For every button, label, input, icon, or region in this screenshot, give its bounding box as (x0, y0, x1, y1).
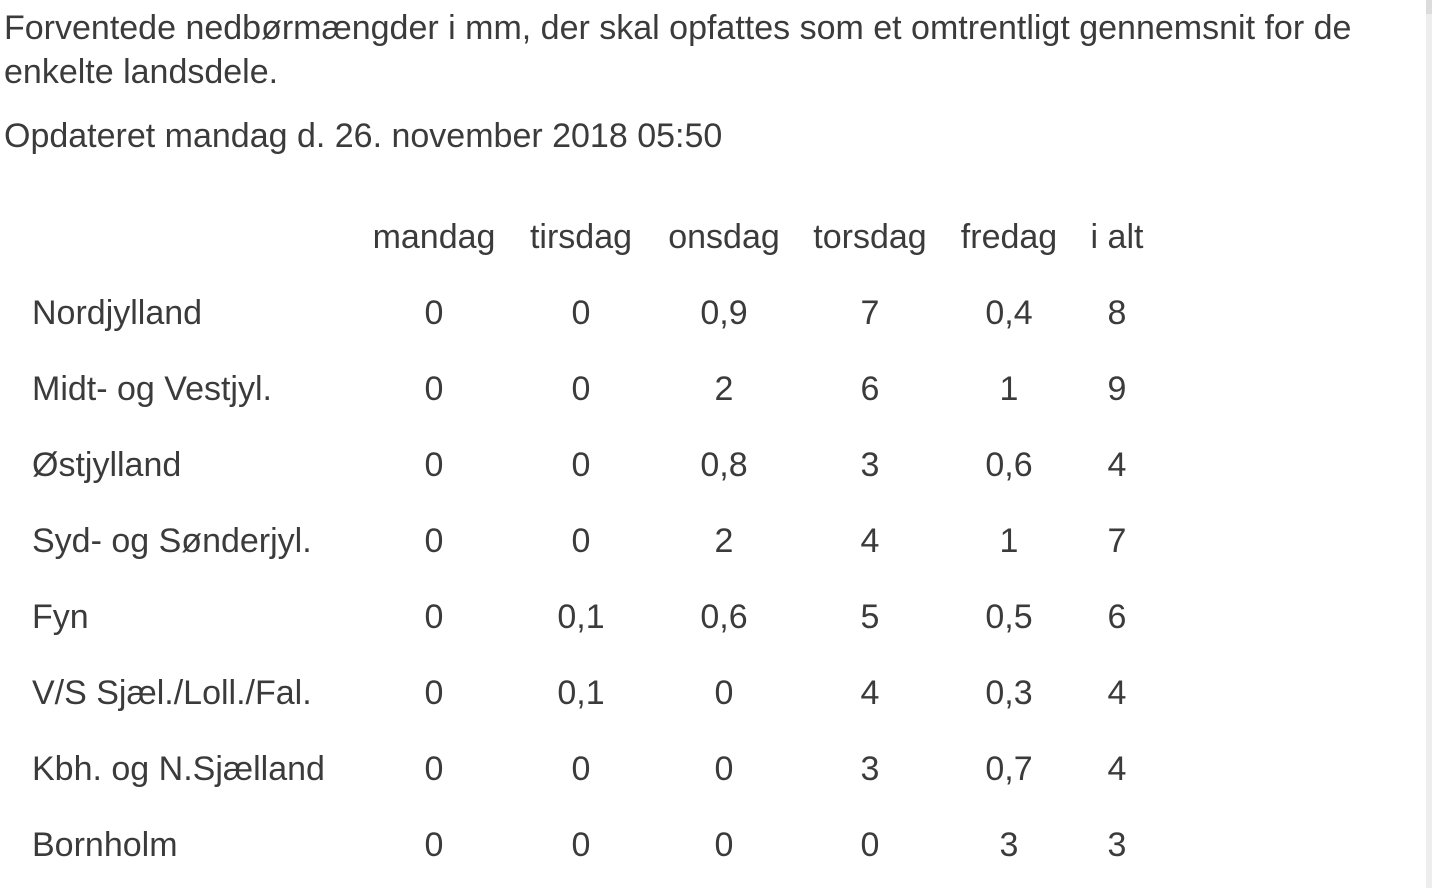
cell: 0 (714, 825, 734, 864)
cell: 0,4 (985, 293, 1033, 332)
cell: 3 (860, 445, 880, 484)
col-header-torsdag: torsdag (813, 217, 927, 256)
cell: 0,9 (700, 293, 748, 332)
cell: 6 (860, 369, 880, 408)
row-label: Syd- og Sønderjyl. (32, 521, 312, 560)
col-header-ialt: i alt (1090, 217, 1144, 256)
cell: 0 (424, 825, 444, 864)
cell: 1 (999, 521, 1019, 560)
cell: 3 (860, 749, 880, 788)
cell: 0 (424, 445, 444, 484)
cell: 5 (860, 597, 880, 636)
cell: 0 (424, 749, 444, 788)
col-header-mandag: mandag (372, 217, 496, 256)
cell: 0,6 (700, 597, 748, 636)
cell: 0 (571, 293, 591, 332)
cell: 0 (860, 825, 880, 864)
cell: 0 (571, 369, 591, 408)
cell: 0,3 (985, 673, 1033, 712)
col-header-onsdag: onsdag (668, 217, 780, 256)
cell: 7 (1107, 521, 1127, 560)
scrollbar-thumb[interactable] (1426, 0, 1432, 14)
cell: 0 (571, 445, 591, 484)
cell: 0,8 (700, 445, 748, 484)
cell: 4 (860, 673, 880, 712)
cell: 6 (1107, 597, 1127, 636)
table-row: Bornholm 0 0 0 0 3 3 (4, 807, 1166, 883)
row-label: Bornholm (32, 825, 178, 864)
cell: 2 (714, 521, 734, 560)
cell: 0 (714, 673, 734, 712)
scrollbar-track[interactable] (1426, 0, 1432, 888)
table-caption: Forventede nedbørmængder i mm, der skal … (4, 9, 1352, 91)
cell: 1 (999, 369, 1019, 408)
cell: 2 (714, 369, 734, 408)
table-row: V/S Sjæl./Loll./Fal. 0 0,1 0 4 0,3 4 (4, 655, 1166, 731)
row-label: Fyn (32, 597, 89, 636)
row-label: V/S Sjæl./Loll./Fal. (32, 673, 312, 712)
cell: 0 (424, 597, 444, 636)
table-row: Fyn 0 0,1 0,6 5 0,5 6 (4, 579, 1166, 655)
col-header-tirsdag: tirsdag (529, 217, 633, 256)
table-header-row: mandag tirsdag onsdag torsdag fredag i a… (4, 199, 1166, 275)
cell: 7 (860, 293, 880, 332)
row-label: Nordjylland (32, 293, 203, 332)
cell: 0 (571, 749, 591, 788)
table-row: Midt- og Vestjyl. 0 0 2 6 1 9 (4, 351, 1166, 427)
row-label: Midt- og Vestjyl. (32, 369, 272, 408)
cell: 0,1 (557, 673, 605, 712)
precipitation-table: mandag tirsdag onsdag torsdag fredag i a… (4, 199, 1166, 883)
corner-cell (4, 199, 364, 275)
col-header-fredag: fredag (960, 217, 1058, 256)
cell: 4 (1107, 673, 1127, 712)
cell: 4 (1107, 749, 1127, 788)
cell: 0 (424, 521, 444, 560)
cell: 0 (424, 673, 444, 712)
table-row: Syd- og Sønderjyl. 0 0 2 4 1 7 (4, 503, 1166, 579)
cell: 3 (999, 825, 1019, 864)
row-label: Østjylland (32, 445, 182, 484)
table-row: Østjylland 0 0 0,8 3 0,6 4 (4, 427, 1166, 503)
table-row: Kbh. og N.Sjælland 0 0 0 3 0,7 4 (4, 731, 1166, 807)
cell: 4 (1107, 445, 1127, 484)
updated-timestamp: Opdateret mandag d. 26. november 2018 05… (4, 117, 723, 155)
cell: 0,6 (985, 445, 1033, 484)
table-row: Nordjylland 0 0 0,9 7 0,4 8 (4, 275, 1166, 351)
cell: 9 (1107, 369, 1127, 408)
cell: 0 (424, 293, 444, 332)
row-label: Kbh. og N.Sjælland (32, 749, 325, 788)
cell: 4 (860, 521, 880, 560)
cell: 0 (424, 369, 444, 408)
cell: 0 (571, 521, 591, 560)
cell: 8 (1107, 293, 1127, 332)
cell: 0,5 (985, 597, 1033, 636)
cell: 0,7 (985, 749, 1033, 788)
cell: 0 (714, 749, 734, 788)
cell: 3 (1107, 825, 1127, 864)
cell: 0 (571, 825, 591, 864)
cell: 0,1 (557, 597, 605, 636)
